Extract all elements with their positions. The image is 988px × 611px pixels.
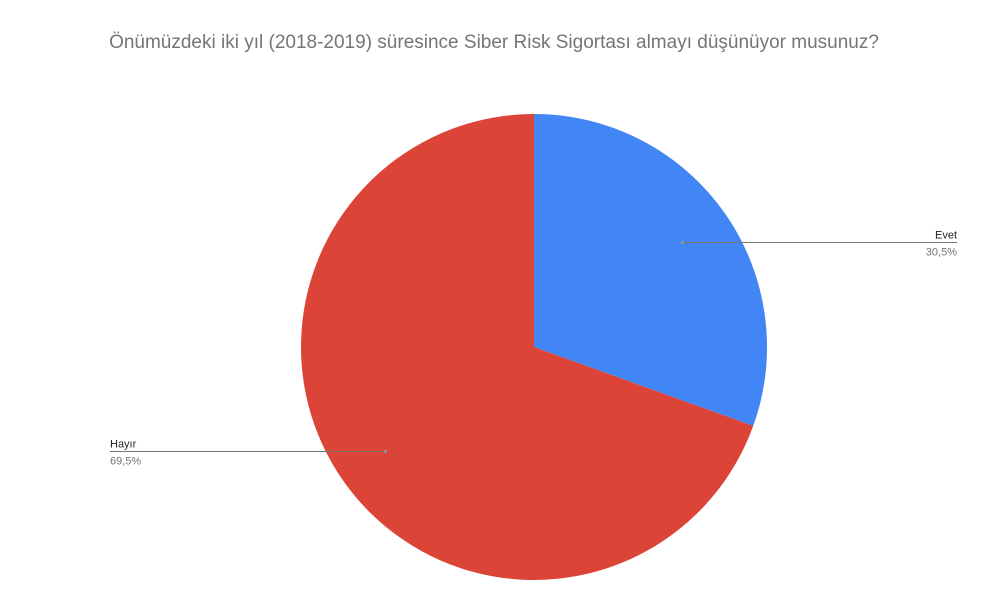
chart-title: Önümüzdeki iki yıl (2018-2019) süresince… [109,32,879,53]
pie-labels: Evet 30,5% Hayır 69,5% [110,229,957,467]
slice-label-hayır: Hayır [110,439,137,451]
slice-label-evet: Evet [935,229,957,241]
pie-leader-lines [110,240,957,454]
pie-slices [301,114,767,580]
slice-value-evet: 30,5% [926,246,957,258]
pie-slice-evet [534,114,767,426]
pie-slice-hayır [301,114,754,580]
slice-value-hayır: 69,5% [110,456,141,468]
